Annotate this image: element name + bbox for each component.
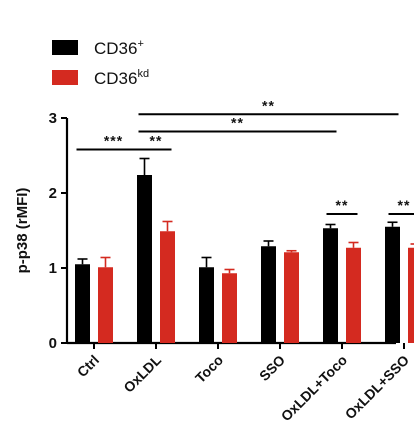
legend-superscript: +: [137, 38, 143, 50]
bar: [137, 175, 152, 343]
bar: [98, 267, 113, 343]
x-tick-label: SSO: [256, 352, 288, 384]
bar: [408, 247, 414, 343]
significance-label: **: [398, 197, 411, 213]
bar: [199, 267, 214, 343]
y-axis-title: p-p38 (rMFI): [14, 188, 31, 274]
bar: [346, 247, 361, 343]
significance-label: **: [150, 133, 163, 149]
legend-swatch: [52, 70, 78, 85]
legend-swatch: [52, 40, 78, 55]
significance-label: **: [262, 97, 275, 113]
bar: [222, 273, 237, 343]
legend-label: CD36+: [94, 38, 144, 58]
x-tick-label: OxLDL+SSO: [342, 352, 413, 423]
bar: [323, 228, 338, 343]
bar: [284, 252, 299, 343]
significance-label: **: [336, 197, 349, 213]
significance-label: **: [231, 115, 244, 131]
bar: [385, 226, 400, 343]
y-tick-label: 3: [49, 110, 57, 127]
legend-label: CD36kd: [94, 68, 149, 88]
significance-label: ***: [104, 133, 123, 149]
x-tick-label: Ctrl: [74, 352, 102, 380]
y-tick-label: 0: [49, 335, 57, 352]
x-tick-label: Toco: [192, 352, 226, 386]
bar: [75, 264, 90, 343]
y-tick-label: 2: [49, 185, 57, 202]
x-tick-label: OxLDL+Toco: [278, 352, 350, 424]
bar: [261, 246, 276, 343]
y-tick-label: 1: [49, 260, 57, 277]
x-tick-label: OxLDL: [120, 351, 164, 395]
legend-superscript: kd: [137, 68, 149, 80]
bar: [160, 231, 175, 343]
